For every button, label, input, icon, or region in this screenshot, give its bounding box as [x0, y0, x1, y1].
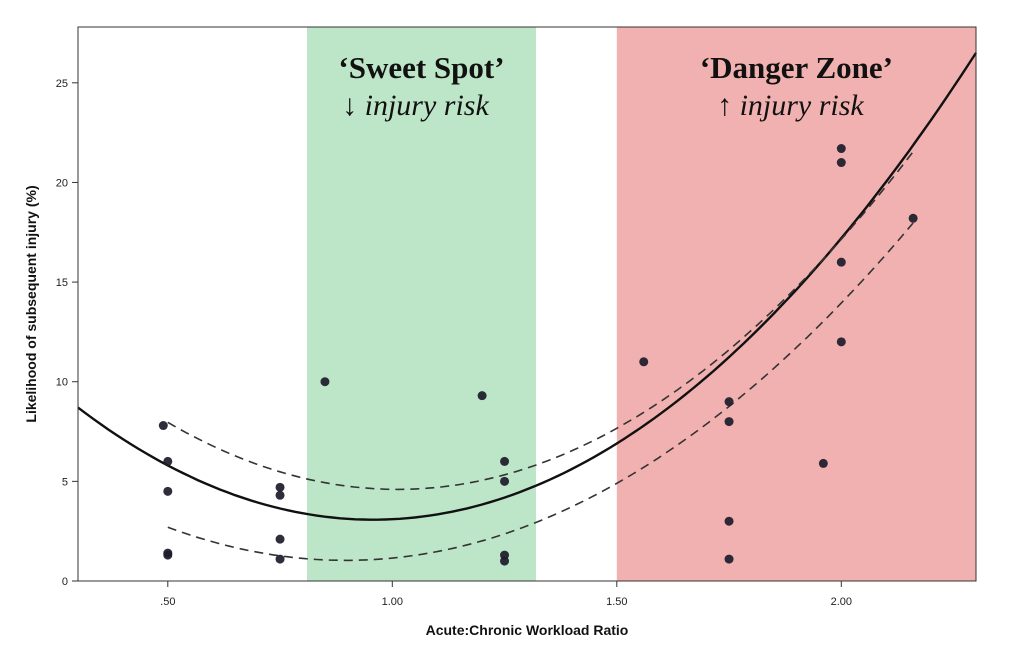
- zone-subtitle-0: ↓ injury risk: [342, 89, 489, 122]
- data-point-19: [724, 554, 734, 564]
- x-tick-label-2: 1.50: [606, 596, 627, 608]
- data-point-0: [158, 421, 168, 431]
- data-point-20: [818, 458, 828, 468]
- data-point-9: [320, 377, 330, 387]
- data-point-22: [836, 158, 846, 168]
- data-point-4: [163, 550, 173, 560]
- data-point-21: [836, 144, 846, 154]
- data-point-2: [163, 486, 173, 496]
- y-tick-label-3: 15: [56, 277, 68, 289]
- data-point-23: [836, 257, 846, 267]
- y-axis-title: Likelihood of subsequent injury (%): [23, 185, 39, 422]
- data-point-25: [908, 213, 918, 223]
- zone-subtitle-1: ↑ injury risk: [717, 89, 864, 122]
- data-point-16: [724, 397, 734, 407]
- fit-curve: [77, 52, 978, 521]
- data-point-12: [500, 476, 510, 486]
- data-point-17: [724, 417, 734, 427]
- curves-layer: [77, 52, 978, 562]
- confidence-upper-curve: [167, 151, 914, 491]
- data-point-18: [724, 516, 734, 526]
- y-tick-label-4: 20: [56, 177, 68, 189]
- x-axis-title: Acute:Chronic Workload Ratio: [426, 622, 629, 638]
- x-tick-label-3: 2.00: [831, 596, 852, 608]
- data-point-5: [275, 482, 285, 492]
- confidence-lower-curve: [167, 222, 914, 562]
- y-tick-label-5: 25: [56, 78, 68, 90]
- data-point-7: [275, 534, 285, 544]
- axes-layer: .50 1.00 1.50 2.00 0 5 10 15 20 25: [56, 78, 852, 608]
- data-point-14: [500, 556, 510, 566]
- zone-title-1: ‘Danger Zone’: [700, 50, 893, 85]
- y-tick-label-0: 0: [62, 576, 68, 588]
- data-point-8: [275, 554, 285, 564]
- data-point-11: [500, 456, 510, 466]
- data-point-15: [639, 357, 649, 367]
- zone-band-0: [306, 27, 536, 581]
- points-layer: [158, 144, 918, 566]
- data-point-10: [477, 391, 487, 401]
- zone-labels: ‘Sweet Spot’ ↓ injury risk ‘Danger Zone’ ↑ …: [338, 50, 893, 122]
- data-point-1: [163, 456, 173, 466]
- zones-layer: [306, 27, 976, 581]
- y-tick-label-1: 5: [62, 476, 68, 488]
- x-tick-label-0: .50: [160, 596, 175, 608]
- y-tick-label-2: 10: [56, 377, 68, 389]
- data-point-6: [275, 490, 285, 500]
- zone-band-1: [616, 27, 976, 581]
- zone-title-0: ‘Sweet Spot’: [338, 50, 504, 85]
- data-point-24: [836, 337, 846, 347]
- plot-frame: [77, 26, 977, 582]
- x-tick-label-1: 1.00: [382, 596, 403, 608]
